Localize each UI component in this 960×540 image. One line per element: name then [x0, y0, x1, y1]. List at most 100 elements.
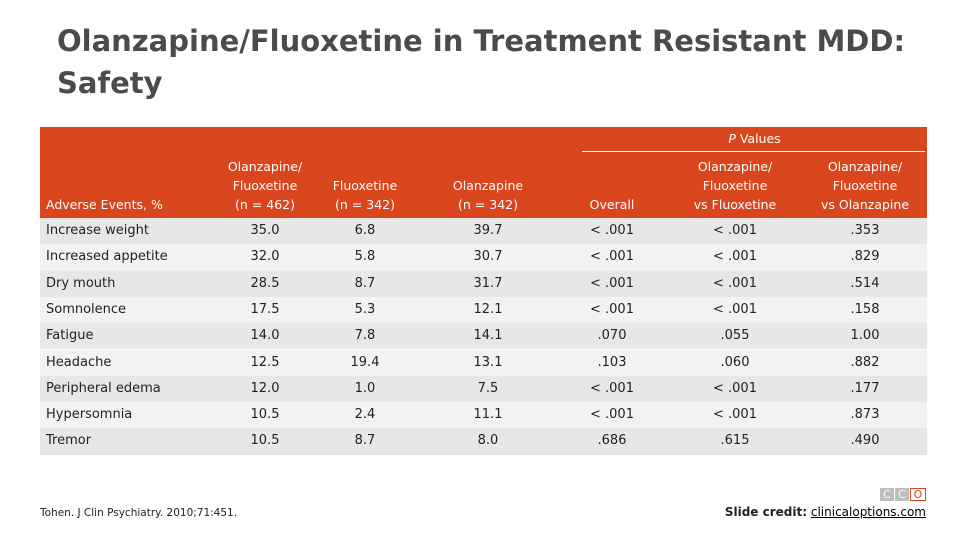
column-header-line: Olanzapine/ — [227, 159, 303, 174]
table-cell: .615 — [720, 433, 750, 449]
table-cell: 12.1 — [473, 301, 503, 317]
table-cell: .103 — [597, 354, 627, 370]
table-cell: 1.0 — [354, 380, 376, 396]
table-cell: < .001 — [713, 301, 757, 317]
row-label: Tremor — [46, 433, 92, 449]
table-cell: 32.0 — [250, 249, 280, 265]
table-cell: 28.5 — [250, 275, 280, 291]
table-cell: .070 — [597, 328, 627, 344]
row-label: Increase weight — [46, 223, 149, 238]
table-row: Peripheral edema 12.0 1.0 7.5 < .001 < .001 .1… — [40, 375, 927, 403]
logo-letter: C — [895, 488, 909, 501]
table-cell: 5.3 — [354, 301, 376, 317]
table-cell: 8.7 — [354, 433, 376, 449]
table-cell: .686 — [597, 433, 627, 449]
column-header-line: (n = 342) — [458, 197, 518, 212]
table-cell: 30.7 — [473, 249, 503, 265]
column-header: Overall — [552, 195, 672, 214]
table-cell: 5.8 — [354, 249, 376, 265]
column-header: Olanzapine/Fluoxetine (n = 462) — [205, 157, 325, 214]
group-label-italic: P — [728, 131, 736, 146]
table-cell: 35.0 — [250, 223, 280, 238]
table-row: Fatigue 14.0 7.8 14.1 .070 .055 1.00 — [40, 323, 927, 350]
credit: Slide credit: clinicaloptions.com — [725, 505, 926, 519]
row-label: Headache — [46, 354, 112, 370]
column-header-line: Overall — [589, 197, 635, 212]
table-cell: 7.8 — [354, 328, 376, 344]
row-label: Dry mouth — [46, 275, 116, 291]
table-cell: < .001 — [590, 275, 634, 291]
logo-letter: C — [880, 488, 894, 501]
credit-link[interactable]: clinicaloptions.com — [810, 505, 926, 519]
table-row: Increased appetite 32.0 5.8 30.7 < .001 < .00… — [40, 244, 927, 271]
table-cell: < .001 — [590, 380, 634, 396]
group-label-text: Values — [739, 131, 781, 146]
table-cell: < .001 — [713, 380, 757, 396]
table-header: P Values Adverse Events, % Olanzapine/Flu… — [40, 127, 927, 218]
table-cell: 10.5 — [250, 407, 280, 423]
table-cell: < .001 — [590, 301, 634, 317]
table-cell: 7.5 — [477, 380, 499, 396]
table-cell: .514 — [850, 275, 880, 291]
credit-label: Slide credit: — [724, 505, 808, 519]
table-cell: .490 — [850, 433, 880, 449]
row-label: Peripheral edema — [46, 380, 161, 396]
logo: C C O — [880, 488, 926, 501]
table-cell: .353 — [850, 223, 880, 238]
table-cell: .055 — [720, 328, 750, 344]
row-label: Somnolence — [46, 301, 127, 317]
table-cell: 14.0 — [250, 328, 280, 344]
column-header-line: Adverse Events, % — [46, 197, 163, 212]
table-cell: 2.4 — [354, 407, 376, 423]
column-header: Olanzapine/Fluoxetine vs Olanzapine — [805, 157, 925, 214]
column-header-line: vs Olanzapine — [820, 197, 910, 212]
row-label: Hypersomnia — [46, 407, 133, 423]
table-cell: 31.7 — [473, 275, 503, 291]
table-row: Dry mouth 28.5 8.7 31.7 < .001 < .001 .514 — [40, 270, 927, 297]
group-label: P Values — [582, 131, 927, 146]
table-cell: 8.7 — [354, 275, 376, 291]
table-cell: < .001 — [590, 407, 634, 423]
table-cell: .829 — [850, 249, 880, 265]
table-cell: < .001 — [713, 223, 757, 238]
table-row: Tremor 10.5 8.7 8.0 .686 .615 .490 — [40, 428, 927, 455]
table-cell: .873 — [850, 407, 880, 423]
column-header-line: Fluoxetine — [232, 178, 298, 193]
table-row: Headache 12.5 19.4 13.1 .103 .060 .882 — [40, 349, 927, 376]
column-header: Olanzapine/Fluoxetine vs Fluoxetine — [675, 157, 795, 214]
table-cell: 12.0 — [250, 380, 280, 396]
table-cell: .158 — [850, 301, 880, 317]
table-cell: 13.1 — [473, 354, 503, 370]
table-cell: .060 — [720, 354, 750, 370]
row-label: Increased appetite — [46, 249, 168, 265]
column-header-line: (n = 462) — [235, 197, 295, 212]
table-cell: 6.8 — [354, 223, 376, 238]
table-cell: 12.5 — [250, 354, 280, 370]
table-row: Increase weight 35.0 6.8 39.7 < .001 < .001 .3… — [40, 218, 927, 245]
column-header-line: Olanzapine — [452, 178, 524, 193]
table-cell: 1.00 — [850, 328, 880, 344]
reference: Tohen. J Clin Psychiatry. 2010;71:451. — [40, 507, 238, 519]
column-header-line: Fluoxetine — [832, 178, 898, 193]
group-rule — [582, 151, 925, 152]
title: Olanzapine/Fluoxetine in Treatment Resis… — [57, 20, 905, 104]
title-line: Olanzapine/Fluoxetine in Treatment Resis… — [57, 24, 906, 58]
table-cell: 8.0 — [477, 433, 499, 449]
column-header: Olanzapine (n = 342) — [428, 176, 548, 214]
table-cell: < .001 — [713, 407, 757, 423]
column-header-line: vs Fluoxetine — [693, 197, 777, 212]
table-cell: 19.4 — [350, 354, 380, 370]
title-line: Safety — [57, 66, 163, 100]
table-cell: .177 — [850, 380, 880, 396]
column-header: Adverse Events, % — [46, 195, 163, 214]
logo-letter: O — [910, 488, 926, 501]
table-cell: < .001 — [713, 249, 757, 265]
table-cell: < .001 — [713, 275, 757, 291]
table-row: Somnolence 17.5 5.3 12.1 < .001 < .001 .158 — [40, 296, 927, 324]
table-cell: 10.5 — [250, 433, 280, 449]
row-label: Fatigue — [46, 328, 94, 344]
table-cell: 14.1 — [473, 328, 503, 344]
table-cell: 11.1 — [473, 407, 503, 423]
